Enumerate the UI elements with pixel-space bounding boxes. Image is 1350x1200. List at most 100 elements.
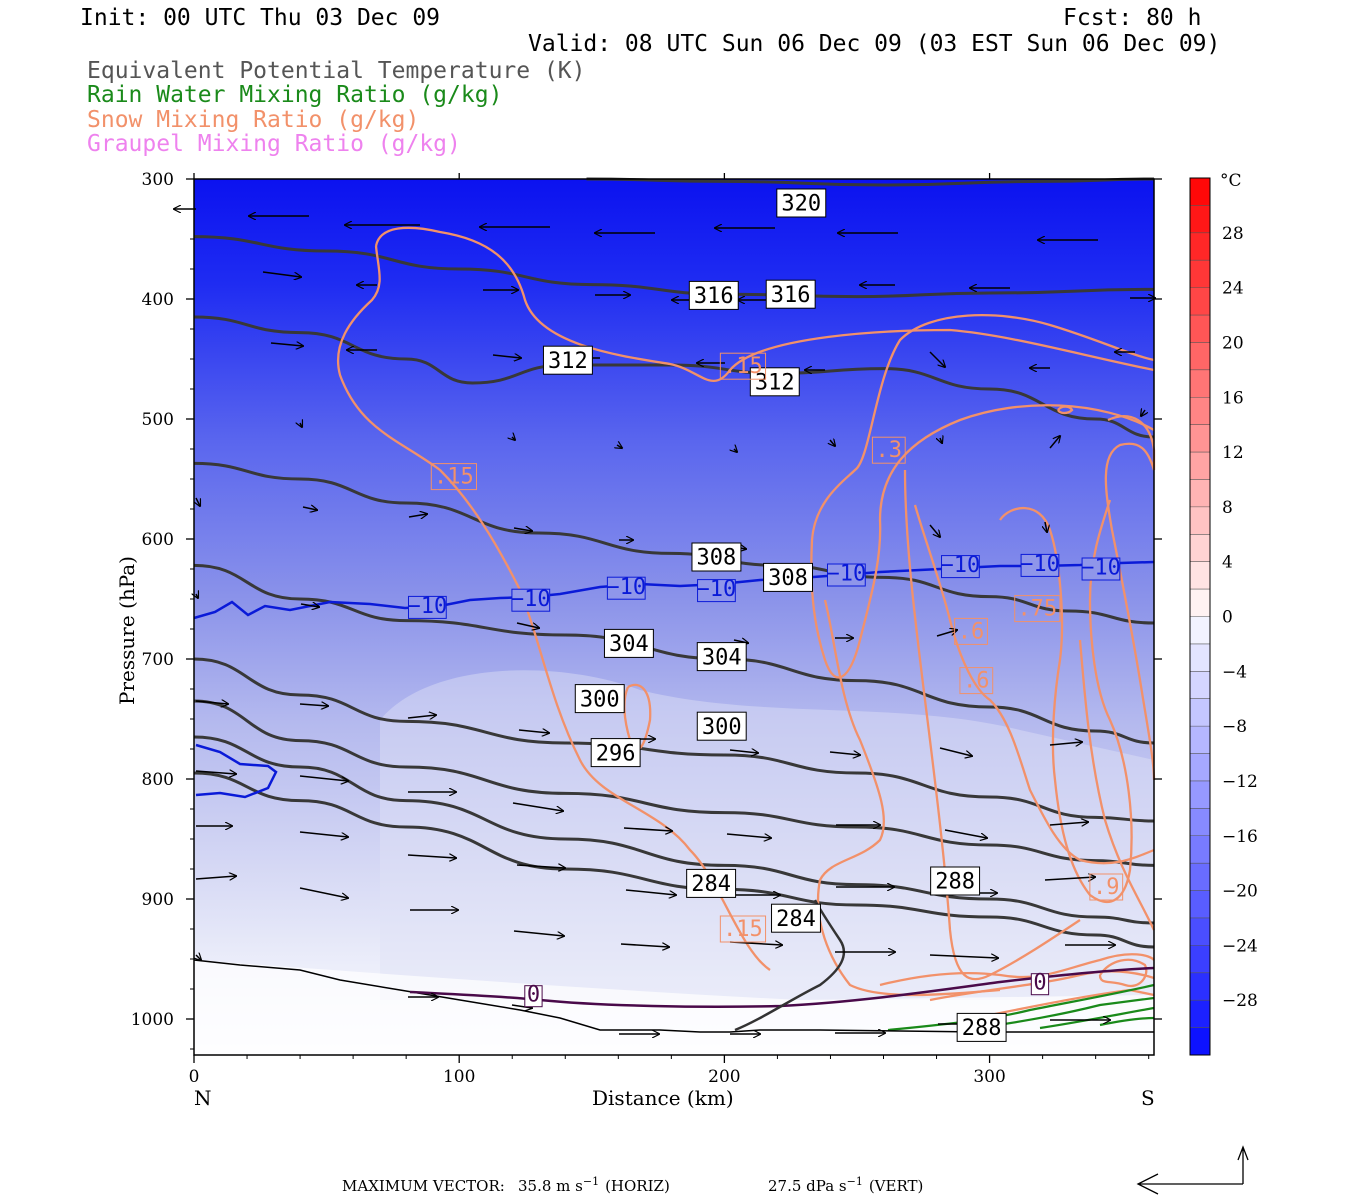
max-vector-horiz-unit: (HORIZ) — [605, 1177, 670, 1195]
colorbar-segment — [1190, 753, 1210, 782]
snow-contour — [374, 226, 1155, 383]
wind-vector — [929, 351, 945, 367]
wind-vector — [944, 829, 987, 838]
colorbar-segment — [1190, 561, 1210, 590]
colorbar-label: 16 — [1222, 388, 1244, 408]
theta-e-label: 296 — [596, 741, 636, 766]
theta-e-label: 320 — [781, 192, 821, 217]
wind-vector — [196, 594, 198, 598]
north-endpoint: N — [194, 1086, 212, 1110]
y-tick-label: 900 — [142, 890, 174, 910]
wind-vector — [729, 750, 758, 753]
theta-e-label: 316 — [694, 284, 734, 309]
wind-vector — [939, 747, 972, 756]
wind-vector — [518, 730, 549, 733]
snow-label-box — [954, 617, 988, 645]
colorbar-segment — [1190, 342, 1210, 371]
isotherm-label: −10 — [606, 575, 646, 600]
contour-labels: 320 316 316 312 312 308 308 304 304 300 300 296 284 2… — [407, 188, 1124, 1042]
isotherm-label-box — [606, 576, 646, 600]
wind-vector — [299, 887, 348, 898]
theta-e-label: 316 — [771, 283, 811, 308]
theta-e-label-box — [603, 628, 654, 658]
wind-vector — [300, 604, 319, 607]
south-endpoint: S — [1141, 1086, 1155, 1110]
isotherm-label-box — [407, 595, 447, 619]
snow-label-box — [719, 352, 767, 380]
colorbar-segment — [1190, 726, 1210, 755]
wind-vector — [299, 704, 328, 706]
colorbar-label: 12 — [1222, 443, 1244, 463]
snow-contour — [929, 970, 1155, 1002]
snow-label: .6 — [958, 619, 985, 644]
max-vector-vert-unit: (VERT) — [869, 1177, 924, 1195]
wind-vector — [196, 497, 200, 506]
wind-vector — [270, 343, 303, 346]
wind-vector — [516, 622, 539, 628]
snow-label: .3 — [876, 438, 903, 463]
snow-contour — [1078, 639, 1156, 931]
max-vector-horiz: 35.8 m s−1 (HORIZ) — [518, 1175, 670, 1195]
wind-vector — [195, 701, 228, 704]
colorbar-segment — [1190, 506, 1210, 535]
max-vector-vert-exponent: −1 — [847, 1175, 863, 1188]
theta-e-label: 288 — [962, 1016, 1002, 1041]
colorbar-label: −12 — [1222, 772, 1258, 792]
theta-e-label: 312 — [548, 349, 588, 374]
theta-e-label: 308 — [697, 546, 737, 571]
theta-e-contour — [193, 699, 1155, 867]
graupel-label: 0 — [1033, 970, 1046, 995]
snow-label-box — [959, 667, 994, 695]
theta-e-label: 284 — [691, 872, 731, 897]
wind-vector — [726, 833, 771, 838]
init-time: Init: 00 UTC Thu 03 Dec 09 — [80, 5, 440, 31]
graupel-label: 0 — [527, 982, 540, 1007]
x-tick-label: 300 — [973, 1067, 1005, 1087]
colorbar-segment — [1190, 205, 1210, 234]
colorbar-label: −20 — [1222, 882, 1258, 902]
colorbar-label: −28 — [1222, 991, 1258, 1011]
snow-contour — [816, 599, 1001, 997]
y-axis-label: Pressure (hPa) — [115, 556, 139, 705]
colorbar-segment — [1190, 643, 1210, 672]
isotherm-label: −10 — [1020, 552, 1060, 577]
colorbar-segment — [1190, 698, 1210, 727]
colorbar-segment — [1190, 808, 1210, 837]
theta-e-label-box — [688, 280, 739, 310]
wind-vector — [620, 944, 669, 947]
wind-vector — [734, 449, 737, 452]
wind-vector — [407, 855, 456, 858]
colorbar-segment — [1190, 315, 1210, 343]
snow-contour — [1098, 958, 1148, 988]
theta-e-label-box — [542, 345, 593, 375]
y-tick-label: 1000 — [131, 1010, 174, 1030]
wind-vector — [829, 752, 860, 755]
isotherm-label: −10 — [827, 562, 867, 587]
wind-vector — [516, 865, 565, 868]
colorbar-label: −16 — [1222, 827, 1258, 847]
theta-e-contour — [586, 177, 1155, 187]
wind-vector — [300, 423, 302, 427]
max-vector-horiz-value: 35.8 m s — [518, 1177, 583, 1195]
y-tick-label: 600 — [142, 530, 174, 550]
wind-vector — [1045, 521, 1047, 532]
colorbar-segment — [1190, 260, 1210, 289]
wind-vector — [407, 715, 436, 718]
snow-label: .6 — [963, 669, 990, 694]
plot-frame — [193, 178, 1155, 1056]
x-tick-label: 200 — [708, 1067, 740, 1087]
theta-e-label-box — [776, 188, 827, 218]
wind-vector — [513, 930, 564, 936]
isotherm-line — [195, 743, 278, 799]
max-vector-label: MAXIMUM VECTOR: — [342, 1177, 505, 1195]
wind-vector — [1141, 410, 1145, 416]
colorbar-segment — [1190, 780, 1210, 809]
wind-vector — [408, 514, 427, 517]
wind-vector — [617, 445, 622, 448]
wind-vector — [195, 876, 236, 879]
theta-e-label: 288 — [935, 870, 975, 895]
wind-vector — [929, 955, 998, 958]
snow-label: .15 — [723, 354, 763, 379]
wind-vector — [262, 271, 301, 277]
